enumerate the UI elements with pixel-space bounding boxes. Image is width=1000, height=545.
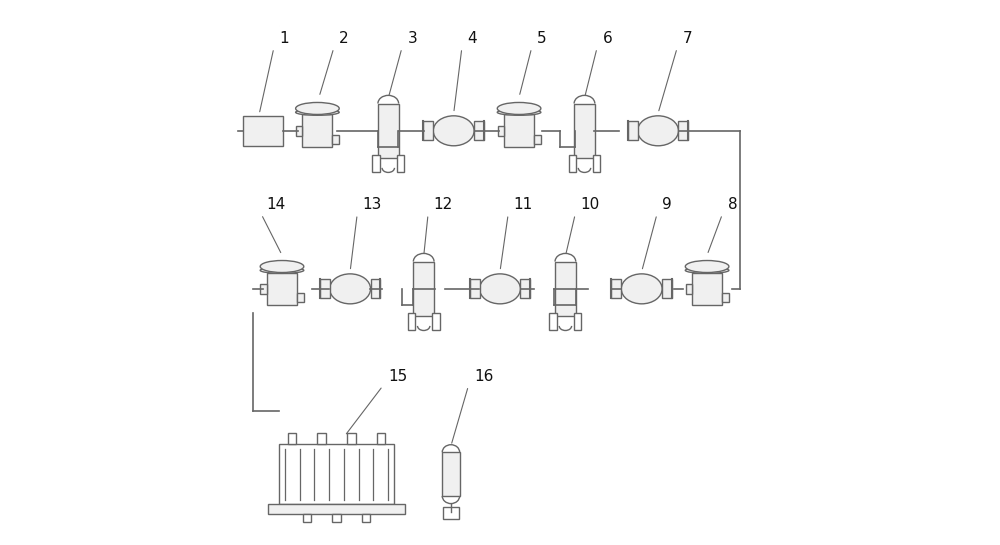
Text: 1: 1 — [279, 31, 289, 46]
Ellipse shape — [638, 116, 678, 146]
Ellipse shape — [433, 116, 474, 146]
Text: 9: 9 — [662, 197, 672, 212]
Bar — [692, 272, 722, 305]
Bar — [378, 104, 399, 158]
Bar — [628, 122, 638, 141]
Ellipse shape — [296, 102, 339, 114]
Text: 3: 3 — [407, 31, 417, 46]
Ellipse shape — [260, 261, 304, 272]
Ellipse shape — [685, 261, 729, 272]
Bar — [377, 433, 385, 444]
Bar — [297, 293, 304, 302]
Bar — [593, 155, 600, 172]
Bar — [686, 284, 692, 294]
Bar — [347, 433, 356, 444]
Bar — [611, 280, 621, 299]
Bar — [371, 280, 380, 299]
Bar — [332, 135, 339, 144]
Bar — [442, 452, 460, 496]
Text: 7: 7 — [683, 31, 692, 46]
Text: 13: 13 — [363, 197, 382, 212]
Bar — [498, 126, 504, 136]
Ellipse shape — [497, 102, 541, 114]
Bar — [397, 155, 404, 172]
Bar — [243, 116, 283, 146]
Bar — [332, 514, 341, 522]
Bar — [408, 313, 415, 330]
Bar — [474, 122, 484, 141]
Text: 2: 2 — [339, 31, 349, 46]
Bar — [423, 122, 433, 141]
Bar — [288, 433, 296, 444]
Bar — [574, 313, 581, 330]
Ellipse shape — [497, 110, 541, 116]
Bar — [722, 293, 729, 302]
Bar — [413, 262, 434, 316]
Text: 16: 16 — [474, 368, 493, 384]
Bar — [534, 135, 541, 144]
Bar — [520, 280, 530, 299]
Ellipse shape — [621, 274, 662, 304]
Bar — [549, 313, 557, 330]
Bar — [260, 284, 267, 294]
Ellipse shape — [685, 268, 729, 274]
Text: 5: 5 — [537, 31, 547, 46]
Bar — [372, 155, 380, 172]
Bar — [678, 122, 688, 141]
Text: 14: 14 — [267, 197, 286, 212]
Text: 8: 8 — [728, 197, 737, 212]
Bar — [470, 280, 480, 299]
Text: 15: 15 — [388, 368, 408, 384]
Bar — [555, 262, 576, 316]
Bar — [362, 514, 370, 522]
Bar — [569, 155, 576, 172]
Text: 11: 11 — [514, 197, 533, 212]
Bar — [317, 433, 326, 444]
Text: 6: 6 — [602, 31, 612, 46]
Text: 4: 4 — [467, 31, 477, 46]
Bar — [268, 504, 405, 514]
Bar — [432, 313, 440, 330]
Bar — [504, 114, 534, 147]
Bar — [296, 126, 302, 136]
Bar — [279, 444, 394, 504]
Ellipse shape — [296, 110, 339, 116]
Bar — [574, 104, 595, 158]
Bar — [443, 507, 459, 519]
Bar — [320, 280, 330, 299]
Text: 12: 12 — [434, 197, 453, 212]
Bar — [302, 114, 332, 147]
Text: 10: 10 — [581, 197, 600, 212]
Ellipse shape — [330, 274, 371, 304]
Ellipse shape — [260, 268, 304, 274]
Bar — [662, 280, 672, 299]
Bar — [303, 514, 311, 522]
Ellipse shape — [480, 274, 520, 304]
Bar — [267, 272, 297, 305]
